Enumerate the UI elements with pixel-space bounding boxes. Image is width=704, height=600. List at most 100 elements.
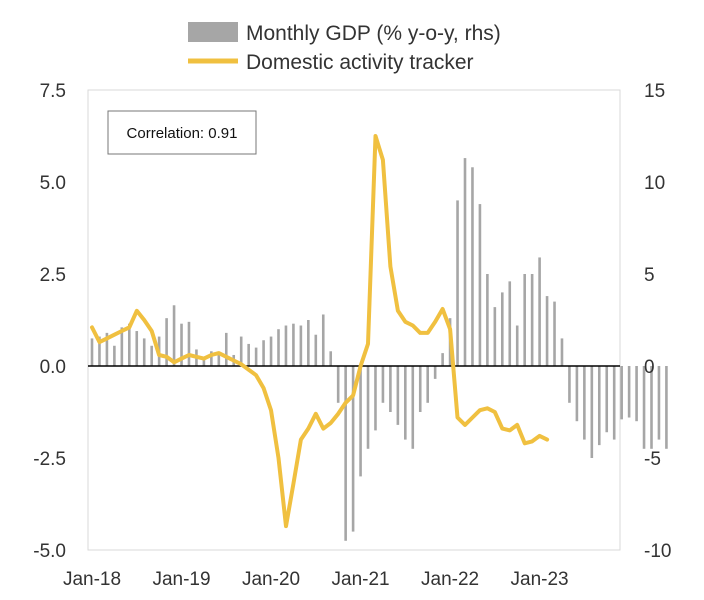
right-tick-label: 10 xyxy=(644,173,665,194)
gdp-bar xyxy=(657,366,661,440)
gdp-bar xyxy=(217,354,221,366)
gdp-bar xyxy=(575,366,579,422)
x-tick-label: Jan-20 xyxy=(242,569,300,590)
x-tick-label: Jan-18 xyxy=(63,569,121,590)
domestic-activity-line xyxy=(90,134,550,529)
gdp-bar xyxy=(172,305,176,366)
gdp-bar xyxy=(612,366,616,440)
left-tick-label: 5.0 xyxy=(40,173,66,194)
gdp-bar xyxy=(493,307,497,366)
left-axis-ticks: 7.5 5.0 2.5 0.0 -2.5 -5.0 xyxy=(33,81,66,562)
gdp-bar xyxy=(597,366,601,446)
x-axis-ticks: Jan-18 Jan-19 Jan-20 Jan-21 Jan-22 Jan-2… xyxy=(63,569,569,590)
gdp-bar xyxy=(463,158,467,366)
gdp-bar xyxy=(299,325,303,366)
gdp-bar xyxy=(486,274,489,366)
gdp-bar xyxy=(105,332,109,366)
gdp-bar xyxy=(239,336,243,366)
gdp-bar xyxy=(210,351,213,366)
gdp-bar xyxy=(202,356,206,366)
gdp-bar xyxy=(374,366,377,431)
gdp-bar xyxy=(530,274,534,366)
gdp-bar xyxy=(411,366,415,449)
x-tick-label: Jan-23 xyxy=(511,569,569,590)
correlation-box: Correlation: 0.91 xyxy=(107,110,257,155)
gdp-bar xyxy=(523,274,526,366)
correlation-box-frame xyxy=(107,110,257,155)
gdp-bar xyxy=(508,281,512,366)
gdp-bar xyxy=(441,353,444,366)
left-tick-label: -5.0 xyxy=(33,541,66,562)
gdp-bar xyxy=(262,340,265,366)
gdp-bar xyxy=(478,204,482,366)
gdp-bar xyxy=(187,321,191,366)
gdp-bar xyxy=(150,345,153,366)
gdp-bar xyxy=(635,366,638,422)
right-tick-label: -5 xyxy=(644,449,661,470)
gdp-bar xyxy=(560,338,564,366)
gdp-bar xyxy=(135,331,139,366)
gdp-bar xyxy=(277,329,280,366)
correlation-label: Correlation: 0.91 xyxy=(127,125,238,142)
gdp-bar xyxy=(142,338,146,366)
gdp-bar xyxy=(247,343,250,366)
left-tick-label: 2.5 xyxy=(40,265,66,286)
gdp-bar xyxy=(605,366,609,433)
plot-area xyxy=(87,89,621,551)
left-tick-label: -2.5 xyxy=(33,449,66,470)
gdp-bar xyxy=(650,366,653,449)
gdp-bar xyxy=(627,366,631,418)
gdp-bar xyxy=(128,323,131,366)
left-tick-label: 7.5 xyxy=(40,81,66,102)
gdp-bar xyxy=(165,318,168,366)
right-tick-label: 0 xyxy=(644,357,655,378)
gdp-bar xyxy=(426,366,429,403)
gdp-bar xyxy=(314,334,318,366)
gdp-bar xyxy=(351,366,355,532)
gdp-bar xyxy=(381,366,385,403)
right-tick-label: -10 xyxy=(644,541,671,562)
gdp-bar xyxy=(545,296,549,366)
gdp-bars xyxy=(90,158,668,541)
gdp-bar xyxy=(321,314,325,366)
gdp-bar xyxy=(292,323,295,366)
right-tick-label: 15 xyxy=(644,81,665,102)
x-tick-label: Jan-22 xyxy=(421,569,479,590)
gdp-bar xyxy=(553,301,556,366)
gdp-bar xyxy=(90,338,94,366)
x-tick-label: Jan-19 xyxy=(152,569,210,590)
gdp-bar xyxy=(433,366,437,379)
gdp-bar xyxy=(501,292,504,366)
gdp-bar xyxy=(583,366,586,440)
gdp-bar xyxy=(336,366,340,403)
gdp-bar xyxy=(359,366,362,477)
gdp-bar xyxy=(120,327,124,366)
gdp-bar xyxy=(620,366,623,420)
gdp-bar xyxy=(538,257,541,366)
gdp-bar xyxy=(284,325,288,366)
gdp-bar xyxy=(329,351,333,366)
gdp-bar xyxy=(224,332,228,366)
gdp-bar xyxy=(98,336,101,366)
gdp-bar xyxy=(254,347,258,366)
gdp-bar xyxy=(665,366,668,449)
gdp-bar xyxy=(389,366,392,412)
legend-label-tracker: Domestic activity tracker xyxy=(246,51,474,74)
gdp-bar xyxy=(515,325,519,366)
gdp-bar xyxy=(568,366,571,403)
gdp-bar xyxy=(344,366,347,541)
left-tick-label: 0.0 xyxy=(40,357,66,378)
gdp-bar xyxy=(590,366,594,458)
gdp-bar xyxy=(180,323,183,366)
gdp-bar xyxy=(471,167,474,366)
legend-label-gdp: Monthly GDP (% y-o-y, rhs) xyxy=(246,22,501,45)
legend-bar-swatch xyxy=(188,22,238,42)
gdp-bar xyxy=(396,366,400,425)
gdp-bar xyxy=(456,200,459,366)
gdp-bar xyxy=(269,336,273,366)
gdp-bar xyxy=(418,366,422,412)
gdp-bar xyxy=(642,366,646,449)
right-axis-ticks: 15 10 5 0 -5 -10 xyxy=(644,81,671,562)
gdp-bar xyxy=(113,345,116,366)
